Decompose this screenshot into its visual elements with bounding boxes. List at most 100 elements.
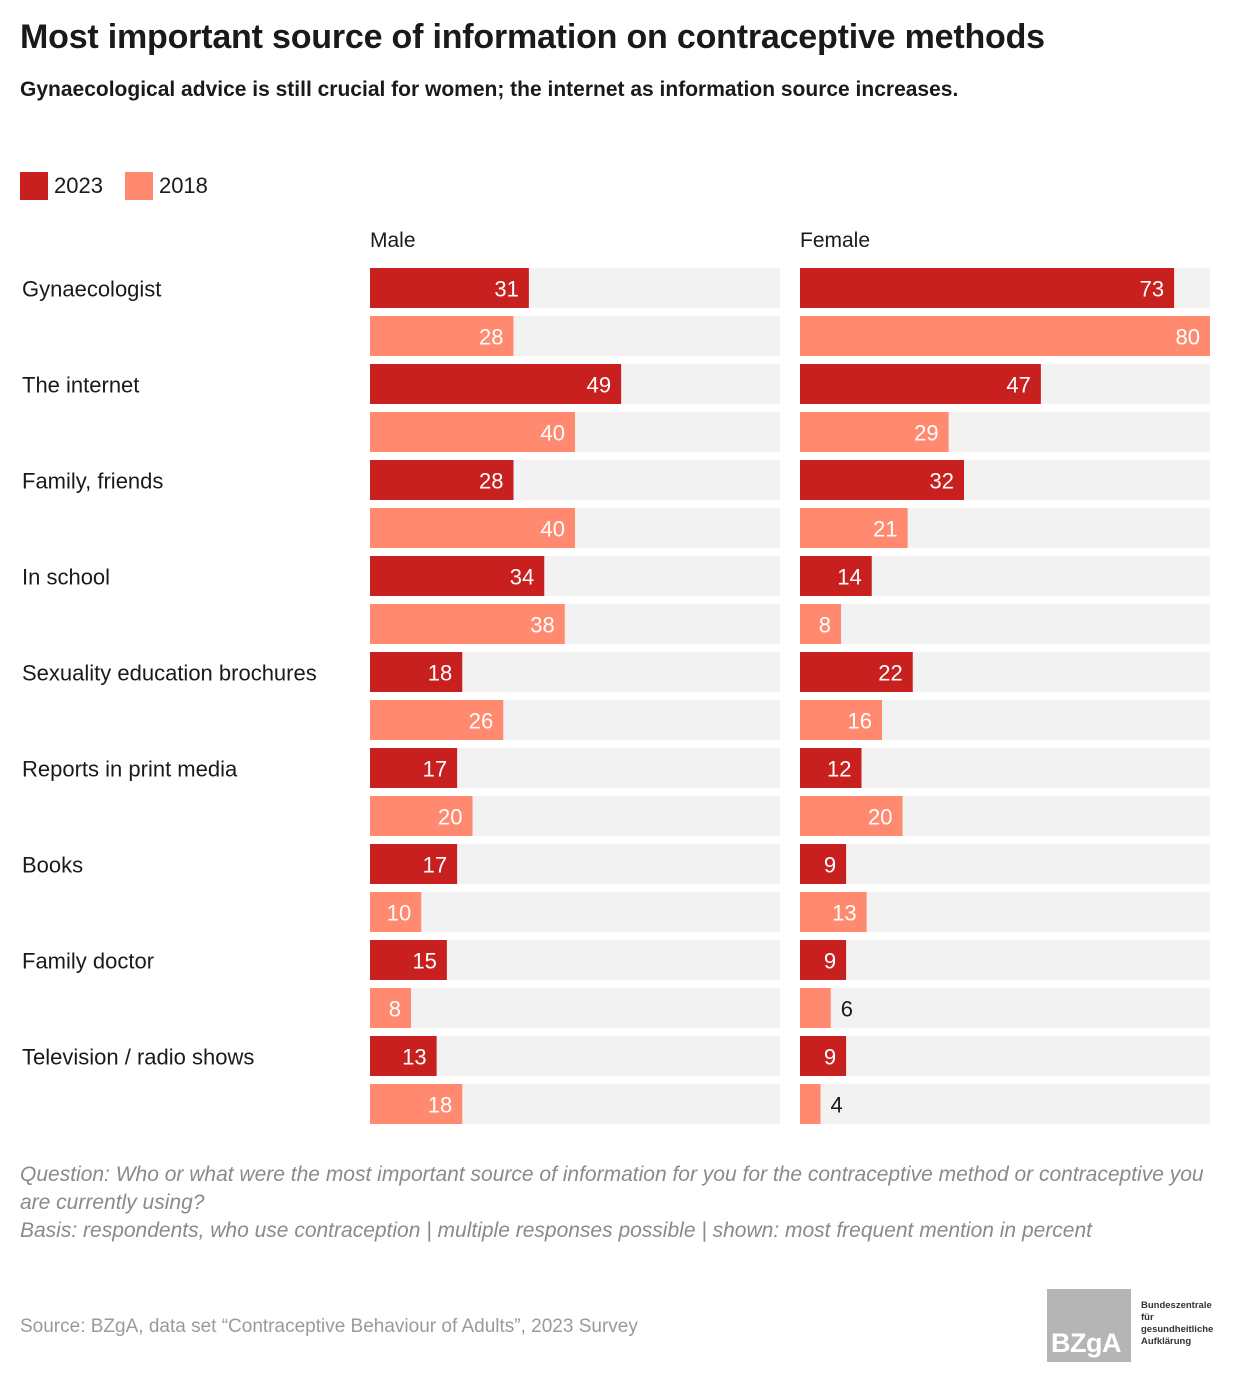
bar-track-male-books-2018 (370, 892, 780, 932)
bar-female-gynaecologist-2018 (800, 316, 1210, 356)
value-label-female-family-doctor-2023: 9 (824, 949, 836, 974)
value-label-male-the-internet-2023: 49 (587, 373, 611, 398)
bar-female-sexuality-education-brochures-2018 (800, 700, 882, 740)
category-label-books: Books (22, 853, 83, 878)
value-label-male-family-doctor-2023: 15 (412, 949, 436, 974)
bar-female-television-radio-shows-2023 (800, 1036, 847, 1076)
value-label-male-in-school-2023: 34 (510, 565, 534, 590)
bar-male-television-radio-shows-2018 (370, 1084, 463, 1124)
legend: 2023 2018 (20, 172, 230, 200)
bar-female-family-friends-2023 (800, 460, 964, 500)
value-label-female-reports-in-print-media-2018: 20 (868, 805, 892, 830)
legend-item-2023: 2023 (20, 172, 103, 200)
value-label-male-family-doctor-2018: 8 (389, 997, 401, 1022)
value-label-female-gynaecologist-2018: 80 (1176, 325, 1200, 350)
bar-male-reports-in-print-media-2023 (370, 748, 458, 788)
value-label-female-the-internet-2018: 29 (914, 421, 938, 446)
panel-title-male: Male (370, 229, 416, 252)
value-label-male-television-radio-shows-2023: 13 (402, 1045, 426, 1070)
value-label-male-gynaecologist-2023: 31 (494, 277, 518, 302)
bar-male-in-school-2018 (370, 604, 565, 644)
bar-female-reports-in-print-media-2018 (800, 796, 903, 836)
value-label-female-television-radio-shows-2023: 9 (824, 1045, 836, 1070)
value-label-female-family-friends-2018: 21 (873, 517, 897, 542)
bar-track-female-in-school-2018 (800, 604, 1210, 644)
logo-line: gesundheitliche (1141, 1324, 1214, 1335)
legend-label-2023: 2023 (54, 173, 103, 198)
value-label-female-reports-in-print-media-2023: 12 (827, 757, 851, 782)
bar-male-the-internet-2018 (370, 412, 575, 452)
logo-mark: BZgA (1051, 1328, 1121, 1358)
value-label-female-books-2018: 13 (832, 901, 856, 926)
value-label-male-books-2018: 10 (387, 901, 411, 926)
bar-track-female-television-radio-shows-2018 (800, 1084, 1210, 1124)
value-label-female-sexuality-education-brochures-2023: 22 (878, 661, 902, 686)
legend-swatch-2023 (20, 172, 48, 200)
category-label-family-doctor: Family doctor (22, 949, 154, 974)
bar-male-sexuality-education-brochures-2023 (370, 652, 463, 692)
bar-track-female-family-doctor-2018 (800, 988, 1210, 1028)
logo-line: Bundeszentrale (1141, 1300, 1212, 1311)
category-label-reports-in-print-media: Reports in print media (22, 757, 238, 782)
legend-item-2018: 2018 (124, 172, 208, 200)
bar-male-books-2018 (370, 892, 422, 932)
value-label-female-television-radio-shows-2018: 4 (831, 1093, 843, 1118)
value-label-female-family-doctor-2018: 6 (841, 997, 853, 1022)
bar-track-female-television-radio-shows-2023 (800, 1036, 1210, 1076)
value-label-female-in-school-2023: 14 (837, 565, 861, 590)
value-label-male-gynaecologist-2018: 28 (479, 325, 503, 350)
source-note: Source: BZgA, data set “Contraceptive Be… (20, 1316, 638, 1337)
bar-female-family-doctor-2023 (800, 940, 847, 980)
bar-female-the-internet-2023 (800, 364, 1041, 404)
bar-female-gynaecologist-2023 (800, 268, 1175, 308)
basis-note: Basis: respondents, who use contraceptio… (20, 1219, 1092, 1242)
value-label-female-books-2023: 9 (824, 853, 836, 878)
chart-notes: Question: Who or what were the most impo… (20, 1161, 1220, 1245)
bar-male-family-friends-2023 (370, 460, 514, 500)
chart-subtitle: Gynaecological advice is still crucial f… (20, 78, 959, 101)
value-label-male-sexuality-education-brochures-2023: 18 (428, 661, 452, 686)
value-label-female-in-school-2018: 8 (819, 613, 831, 638)
value-label-male-books-2023: 17 (423, 853, 447, 878)
category-label-television-radio-shows: Television / radio shows (22, 1045, 254, 1070)
category-label-in-school: In school (22, 565, 110, 590)
bar-track-female-family-doctor-2023 (800, 940, 1210, 980)
value-label-male-reports-in-print-media-2023: 17 (423, 757, 447, 782)
bzga-logo: BZgA (1047, 1289, 1131, 1362)
value-label-male-reports-in-print-media-2018: 20 (438, 805, 462, 830)
bar-track-male-television-radio-shows-2023 (370, 1036, 780, 1076)
value-label-male-family-friends-2023: 28 (479, 469, 503, 494)
bar-female-television-radio-shows-2018 (800, 1084, 821, 1124)
bar-male-gynaecologist-2023 (370, 268, 529, 308)
value-label-female-sexuality-education-brochures-2018: 16 (848, 709, 872, 734)
panel-title-female: Female (800, 229, 871, 252)
bar-female-books-2023 (800, 844, 847, 884)
value-label-male-television-radio-shows-2018: 18 (428, 1093, 452, 1118)
bar-female-in-school-2018 (800, 604, 841, 644)
bar-female-books-2018 (800, 892, 867, 932)
bar-track-female-books-2018 (800, 892, 1210, 932)
legend-swatch-2018 (124, 172, 153, 200)
category-label-the-internet: The internet (22, 373, 139, 398)
bar-male-family-friends-2018 (370, 508, 575, 548)
bar-female-in-school-2023 (800, 556, 872, 596)
category-label-gynaecologist: Gynaecologist (22, 277, 161, 302)
bar-female-reports-in-print-media-2023 (800, 748, 862, 788)
value-label-male-in-school-2018: 38 (530, 613, 554, 638)
logo-line: Aufklärung (1141, 1336, 1192, 1347)
bar-male-books-2023 (370, 844, 458, 884)
bar-male-reports-in-print-media-2018 (370, 796, 473, 836)
bar-male-television-radio-shows-2023 (370, 1036, 437, 1076)
value-label-female-the-internet-2023: 47 (1006, 373, 1030, 398)
chart-title: Most important source of information on … (20, 18, 1045, 56)
question-note: Question: Who or what were the most impo… (20, 1163, 1204, 1214)
legend-label-2018: 2018 (158, 173, 208, 198)
bar-male-the-internet-2023 (370, 364, 622, 404)
bar-male-gynaecologist-2018 (370, 316, 514, 356)
value-label-male-sexuality-education-brochures-2018: 26 (469, 709, 493, 734)
logo-text: Bundeszentrale für gesundheitliche Aufkl… (1141, 1300, 1236, 1348)
value-label-female-family-friends-2023: 32 (930, 469, 954, 494)
value-label-female-gynaecologist-2023: 73 (1140, 277, 1164, 302)
bar-track-female-books-2023 (800, 844, 1210, 884)
